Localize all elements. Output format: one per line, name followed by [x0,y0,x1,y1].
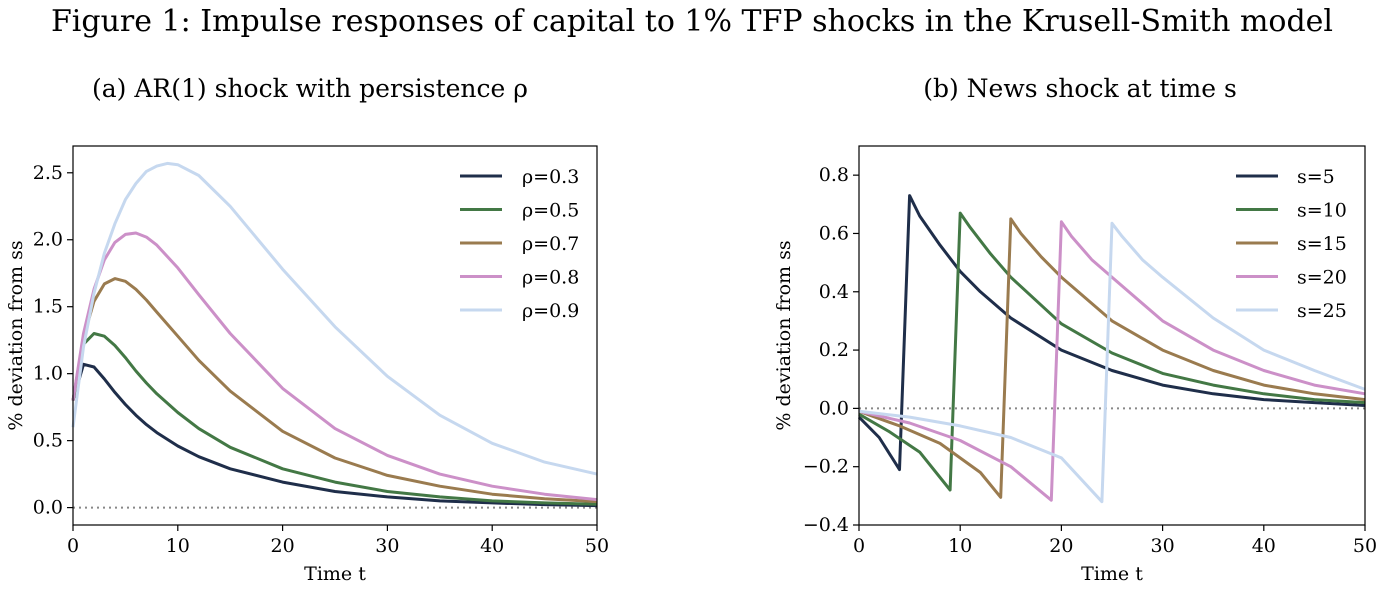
x-tick-label: 10 [166,535,190,557]
x-tick-label: 10 [948,535,972,557]
legend-entry-label: ρ=0.8 [522,267,579,289]
y-tick-label: 0.6 [819,222,849,244]
x-tick-label: 0 [853,535,865,557]
legend-entry-label: ρ=0.5 [522,200,579,222]
y-tick-label: −0.4 [803,514,849,536]
plot-frame [858,145,1366,526]
x-tick-label: 50 [1353,535,1377,557]
y-tick-label: 1.0 [33,363,63,385]
y-tick-label: 2.0 [33,229,63,251]
legend-entry-label: ρ=0.3 [522,166,579,188]
series-line-b-0 [857,194,1366,472]
panel-b-plot: 0 10 20 30 40 50 −0.4 −0.2 0.0 0.2 0.4 0.6 0.8 Time t… [773,145,1377,585]
legend-entry-label: s=10 [1297,200,1347,222]
y-axis-label: % deviation from ss [5,240,27,430]
x-tick-label: 40 [1252,535,1276,557]
legend-entry-label: s=25 [1297,300,1347,322]
y-tick-label: 0.8 [819,164,849,186]
series-line-a-4 [71,161,598,476]
y-tick-label: −0.2 [803,456,849,478]
y-tick-label: 0.2 [819,339,849,361]
y-axis-label: % deviation from ss [773,240,795,430]
x-tick-label: 30 [375,535,399,557]
y-tick-label: 0.5 [33,430,63,452]
y-tick-label: 0.0 [33,497,63,519]
x-tick-label: 20 [1049,535,1073,557]
x-tick-label: 20 [271,535,295,557]
series-line-a-0 [71,362,598,508]
y-tick-label: 0.0 [819,397,849,419]
series-line-a-1 [71,332,598,506]
legend-entry-label: ρ=0.7 [522,233,579,255]
panel-a-title: (a) AR(1) shock with persistence ρ [92,74,528,103]
x-tick-label: 30 [1151,535,1175,557]
figure-title: Figure 1: Impulse responses of capital t… [50,4,1334,39]
legend-entry-label: s=15 [1297,233,1347,255]
legend-entry-label: ρ=0.9 [522,300,579,322]
legend-entry-label: s=5 [1297,166,1335,188]
series-line-a-2 [71,277,598,504]
x-tick-label: 40 [480,535,504,557]
panel-a-plot: 0 10 20 30 40 50 0.0 0.5 1.0 1.5 2.0 2.5 Time t % dev… [5,145,609,585]
x-tick-label: 0 [67,535,79,557]
plot-frame [72,145,598,526]
series-line-a-3 [71,231,598,502]
y-tick-label: 1.5 [33,296,63,318]
y-tick-label: 2.5 [33,162,63,184]
x-axis-label: Time t [304,563,366,585]
series-line-b-3 [858,220,1366,502]
x-tick-label: 50 [585,535,609,557]
legend-entry-label: s=20 [1297,267,1347,289]
x-axis-label: Time t [1081,563,1143,585]
y-tick-label: 0.4 [819,281,849,303]
series-line-b-1 [858,211,1366,492]
panel-b-title: (b) News shock at time s [923,74,1237,103]
series-line-b-2 [858,217,1366,499]
series-line-b-4 [858,221,1366,504]
